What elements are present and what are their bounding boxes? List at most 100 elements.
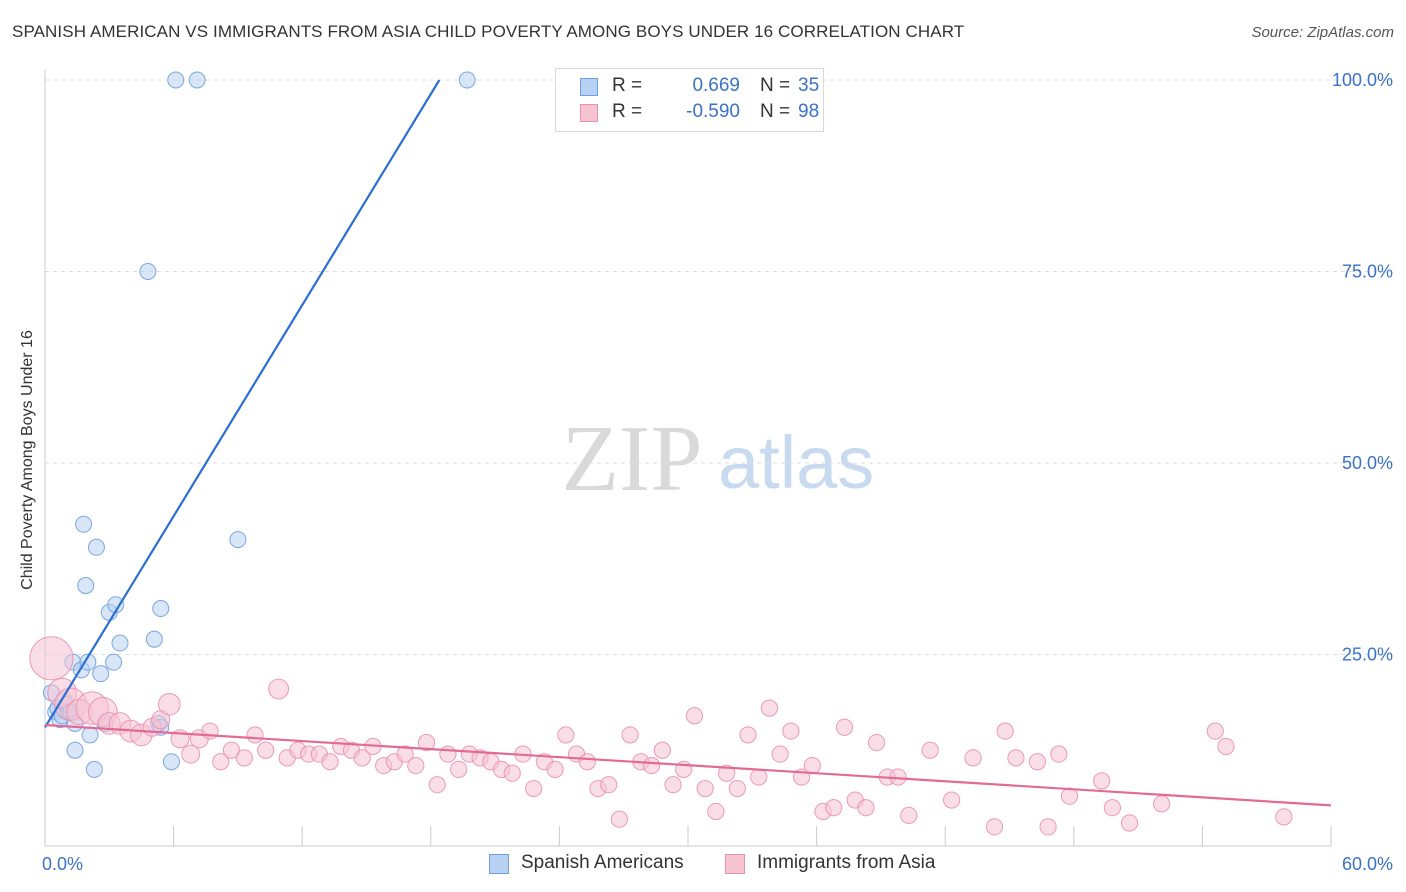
source-label: Source: ZipAtlas.com	[1251, 24, 1394, 41]
point-immigrant-asia	[996, 722, 1014, 740]
point-immigrant-asia	[771, 745, 789, 763]
legend-label: Spanish Americans	[521, 852, 684, 873]
r-value: -0.590	[686, 101, 740, 122]
n-value: 98	[798, 101, 820, 122]
point-immigrant-asia	[868, 733, 886, 752]
trend-layer	[44, 79, 1332, 807]
y-tick-label: 100.0%	[1332, 70, 1393, 90]
point-immigrant-asia	[653, 741, 671, 759]
point-immigrant-asia	[546, 760, 564, 779]
y-tick-labels: 25.0% 50.0% 75.0% 100.0%	[1332, 70, 1393, 665]
legend-swatch-pink	[725, 854, 745, 874]
point-immigrant-asia	[235, 749, 253, 767]
point-spanish-american	[105, 653, 123, 671]
point-spanish-american	[111, 634, 129, 652]
point-immigrant-asia	[321, 753, 339, 771]
point-immigrant-asia	[1093, 772, 1111, 790]
y-axis-label: Child Poverty Among Boys Under 16	[19, 330, 36, 590]
point-immigrant-asia	[158, 692, 181, 716]
point-immigrant-asia	[835, 718, 854, 736]
point-immigrant-asia	[1206, 722, 1224, 740]
point-immigrant-asia	[246, 726, 264, 744]
legend-swatch-blue	[489, 854, 509, 874]
n-label: N =	[760, 75, 791, 96]
n-label: N =	[760, 101, 791, 122]
point-spanish-american	[79, 653, 97, 671]
point-immigrant-asia	[664, 776, 682, 794]
point-spanish-american	[139, 263, 157, 280]
point-spanish-american	[81, 726, 99, 744]
point-immigrant-asia	[900, 806, 918, 824]
point-immigrant-asia	[707, 802, 725, 821]
point-immigrant-asia	[1039, 818, 1057, 836]
point-spanish-american	[162, 753, 180, 771]
legend-swatch-pink	[580, 104, 598, 122]
point-immigrant-asia	[212, 753, 230, 771]
point-immigrant-asia	[181, 744, 201, 764]
point-immigrant-asia	[964, 749, 982, 767]
point-spanish-american	[77, 577, 95, 595]
point-immigrant-asia	[268, 678, 290, 700]
point-immigrant-asia	[642, 756, 661, 775]
r-value: 0.669	[692, 75, 740, 96]
point-immigrant-asia	[1153, 795, 1171, 813]
point-immigrant-asia	[417, 733, 436, 752]
r-label: R =	[612, 75, 643, 96]
point-immigrant-asia	[696, 779, 714, 798]
legend-label: Immigrants from Asia	[757, 852, 936, 873]
point-immigrant-asia	[557, 726, 575, 744]
stats-legend: R = 0.669 N = 35 R = -0.590 N = 98	[555, 68, 824, 132]
point-immigrant-asia	[428, 776, 446, 794]
point-spanish-american	[229, 531, 247, 549]
point-immigrant-asia	[407, 756, 425, 775]
point-immigrant-asia	[1217, 737, 1235, 756]
point-immigrant-asia	[750, 768, 768, 786]
point-immigrant-asia	[728, 779, 746, 798]
point-immigrant-asia	[29, 636, 74, 681]
point-spanish-american	[66, 741, 84, 759]
chart-title: SPANISH AMERICAN VS IMMIGRANTS FROM ASIA…	[12, 22, 965, 41]
point-immigrant-asia	[222, 741, 241, 759]
point-spanish-american	[152, 600, 170, 618]
point-spanish-american	[87, 538, 105, 556]
y-axis-label-wrap: Child Poverty Among Boys Under 16	[8, 300, 48, 620]
point-immigrant-asia	[578, 753, 596, 771]
point-immigrant-asia	[760, 699, 779, 717]
x-tick-label: 0.0%	[42, 854, 83, 874]
point-immigrant-asia	[1028, 753, 1046, 771]
point-immigrant-asia	[825, 799, 843, 817]
point-spanish-american	[167, 71, 185, 89]
point-immigrant-asia	[396, 745, 414, 763]
gridlines	[45, 79, 1391, 655]
point-immigrant-asia	[503, 764, 521, 782]
point-immigrant-asia	[600, 776, 618, 794]
x-tick-labels: 0.0% 60.0%	[42, 854, 1393, 874]
point-immigrant-asia	[739, 726, 757, 744]
point-immigrant-asia	[257, 741, 275, 759]
point-immigrant-asia	[985, 818, 1004, 836]
point-immigrant-asia	[610, 810, 629, 828]
point-immigrant-asia	[1120, 814, 1139, 832]
point-immigrant-asia	[1007, 749, 1025, 767]
y-tick-label: 25.0%	[1342, 645, 1393, 665]
point-spanish-american	[92, 665, 110, 683]
trendline-spanish-americans	[44, 79, 441, 728]
point-spanish-american	[145, 630, 163, 648]
watermark-zip: ZIP	[562, 407, 703, 511]
point-immigrant-asia	[857, 799, 875, 817]
point-spanish-american	[188, 71, 206, 89]
point-immigrant-asia	[717, 764, 736, 782]
point-immigrant-asia	[439, 745, 457, 763]
point-immigrant-asia	[525, 779, 543, 798]
legend-swatch-blue	[580, 78, 598, 96]
y-tick-label: 50.0%	[1342, 453, 1393, 473]
point-immigrant-asia	[685, 707, 704, 725]
n-value: 35	[798, 75, 820, 96]
point-immigrant-asia	[450, 760, 468, 779]
watermark: ZIP atlas	[562, 407, 875, 511]
point-spanish-american	[85, 760, 103, 778]
point-spanish-american	[75, 515, 93, 533]
point-immigrant-asia	[803, 756, 821, 775]
y-tick-label: 75.0%	[1342, 262, 1393, 282]
